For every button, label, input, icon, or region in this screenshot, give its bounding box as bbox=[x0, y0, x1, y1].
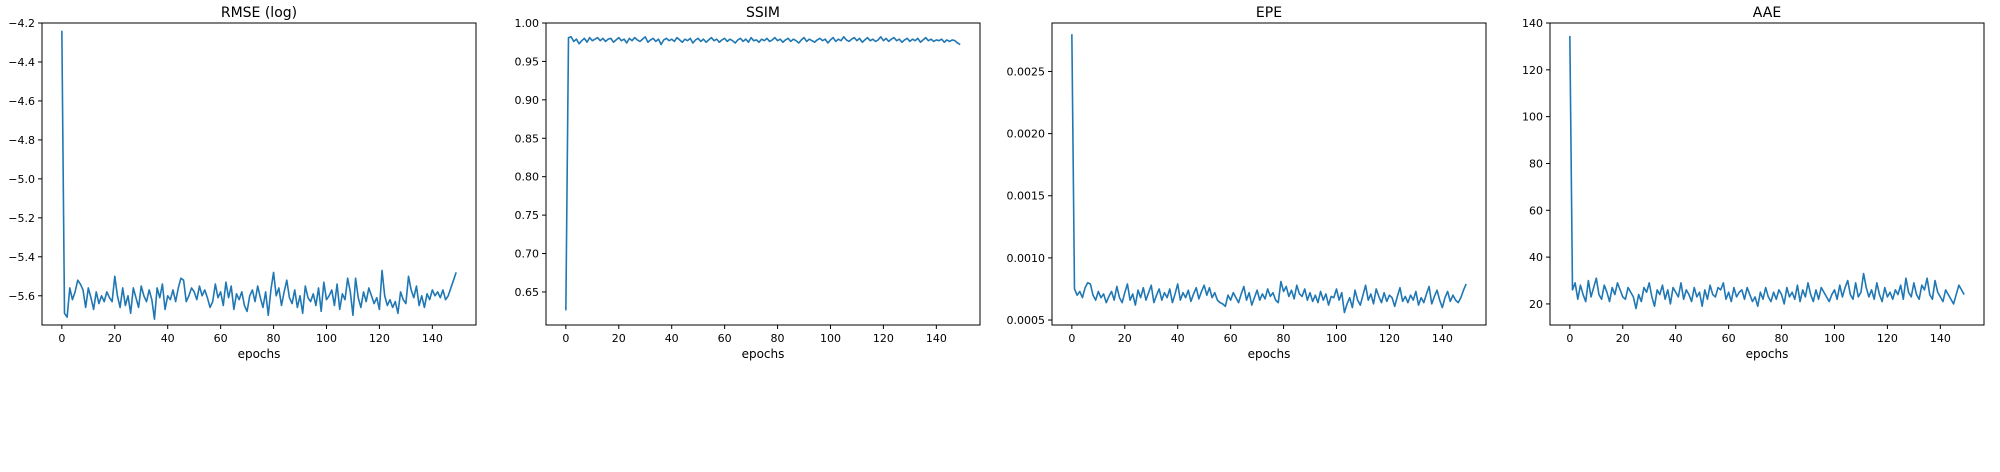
x-axis-label: epochs bbox=[1746, 347, 1789, 361]
x-tick-label: 0 bbox=[1566, 332, 1573, 345]
x-axis-label: epochs bbox=[742, 347, 785, 361]
plot-frame bbox=[1549, 22, 1985, 326]
series-line bbox=[1071, 34, 1467, 314]
y-tick-label: 0.0010 bbox=[1007, 252, 1046, 265]
x-tick-label: 40 bbox=[665, 332, 679, 345]
subplot-aae: AAE 0 20 40 60 80 100 120 140 20 40 60 80 100 120 140 ep… bbox=[1522, 5, 1985, 361]
y-tick-label: 20 bbox=[1529, 298, 1543, 311]
x-tick-label: 80 bbox=[1277, 332, 1291, 345]
x-tick-label: 100 bbox=[820, 332, 841, 345]
x-tick-label: 100 bbox=[1824, 332, 1845, 345]
y-tick-label: 0.90 bbox=[515, 94, 540, 107]
x-tick-label: 0 bbox=[58, 332, 65, 345]
x-tick-label: 100 bbox=[1326, 332, 1347, 345]
plot-frame bbox=[41, 22, 477, 326]
y-tick-label: 0.0025 bbox=[1007, 65, 1046, 78]
x-tick-label: 40 bbox=[161, 332, 175, 345]
x-tick-label: 60 bbox=[214, 332, 228, 345]
chart-title: AAE bbox=[1753, 5, 1781, 21]
y-tick-label: −5.2 bbox=[8, 212, 35, 225]
x-axis-label: epochs bbox=[1248, 347, 1291, 361]
x-tick-label: 20 bbox=[108, 332, 122, 345]
x-tick-label: 0 bbox=[562, 332, 569, 345]
y-tick-label: 0.95 bbox=[515, 55, 540, 68]
x-tick-label: 40 bbox=[1171, 332, 1185, 345]
x-tick-label: 20 bbox=[612, 332, 626, 345]
y-tick-label: 1.00 bbox=[515, 17, 540, 30]
y-tick-label: 120 bbox=[1522, 64, 1543, 77]
x-tick-label: 140 bbox=[422, 332, 443, 345]
x-tick-label: 140 bbox=[1930, 332, 1951, 345]
x-tick-label: 120 bbox=[1379, 332, 1400, 345]
y-tick-label: −5.0 bbox=[8, 173, 35, 186]
y-tick-label: −4.8 bbox=[8, 134, 35, 147]
y-tick-label: −4.2 bbox=[8, 17, 35, 30]
x-tick-label: 80 bbox=[267, 332, 281, 345]
y-tick-label: 60 bbox=[1529, 204, 1543, 217]
x-tick-label: 60 bbox=[1722, 332, 1736, 345]
y-tick-label: 40 bbox=[1529, 251, 1543, 264]
subplot-epe: EPE 0 20 40 60 80 100 120 140 0.0005 0.0010 0.0015 0… bbox=[1007, 5, 1487, 361]
series-line bbox=[565, 36, 961, 311]
y-tick-label: 100 bbox=[1522, 111, 1543, 124]
x-tick-label: 140 bbox=[926, 332, 947, 345]
y-tick-label: 0.70 bbox=[515, 248, 540, 261]
x-tick-label: 0 bbox=[1068, 332, 1075, 345]
chart-title: RMSE (log) bbox=[221, 5, 297, 21]
x-tick-label: 120 bbox=[1877, 332, 1898, 345]
chart-title: EPE bbox=[1256, 5, 1282, 21]
x-tick-label: 20 bbox=[1616, 332, 1630, 345]
x-tick-label: 40 bbox=[1669, 332, 1683, 345]
y-tick-label: 80 bbox=[1529, 157, 1543, 170]
x-axis-label: epochs bbox=[238, 347, 281, 361]
y-tick-label: 140 bbox=[1522, 17, 1543, 30]
x-tick-label: 60 bbox=[718, 332, 732, 345]
chart-title: SSIM bbox=[746, 5, 780, 21]
y-tick-label: 0.80 bbox=[515, 171, 540, 184]
plot-frame bbox=[1051, 22, 1487, 326]
x-tick-label: 80 bbox=[1775, 332, 1789, 345]
x-tick-label: 140 bbox=[1432, 332, 1453, 345]
x-tick-label: 60 bbox=[1224, 332, 1238, 345]
series-line bbox=[1569, 35, 1965, 310]
subplot-ssim: SSIM 0 20 40 60 80 100 120 140 0.65 0.70 0.75 0.80 0.… bbox=[515, 5, 981, 361]
y-tick-label: 0.85 bbox=[515, 132, 540, 145]
plot-frame bbox=[545, 22, 981, 326]
y-tick-label: 0.0020 bbox=[1007, 128, 1046, 141]
y-tick-label: 0.0005 bbox=[1007, 314, 1046, 327]
y-tick-label: 0.65 bbox=[515, 286, 540, 299]
x-tick-label: 100 bbox=[316, 332, 337, 345]
y-tick-label: −5.4 bbox=[8, 251, 35, 264]
y-tick-label: −4.4 bbox=[8, 56, 35, 69]
series-line bbox=[61, 30, 457, 320]
subplot-rmse-log-: RMSE (log) 0 20 40 60 80 100 120 140 −5.6 −5.4 −5.2… bbox=[8, 5, 477, 361]
x-tick-label: 120 bbox=[873, 332, 894, 345]
x-tick-label: 120 bbox=[369, 332, 390, 345]
y-tick-label: −5.6 bbox=[8, 290, 35, 303]
y-tick-label: 0.0015 bbox=[1007, 190, 1046, 203]
y-tick-label: −4.6 bbox=[8, 95, 35, 108]
y-tick-label: 0.75 bbox=[515, 209, 540, 222]
x-tick-label: 20 bbox=[1118, 332, 1132, 345]
x-tick-label: 80 bbox=[771, 332, 785, 345]
